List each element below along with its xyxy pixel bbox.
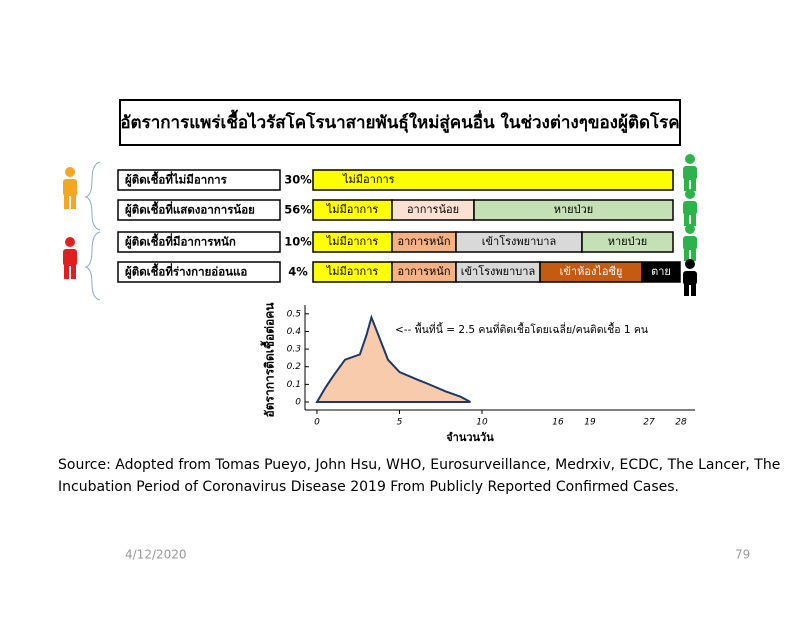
person-icon [683,189,697,226]
bracket [84,231,101,301]
stage-label: ไม่มีอาการ [326,265,379,278]
stage-label: เข้าห้องไอซียู [560,265,623,278]
x-tick-label: 0 [314,418,320,428]
stage-bar [641,261,681,283]
row-percent: 10% [284,235,312,249]
y-tick-label: 0 [295,398,301,408]
page-number: 79 [735,548,750,562]
y-tick-label: 0.1 [287,380,301,390]
stage-label: อาการหนัก [398,235,451,248]
stage-bar [581,231,674,253]
row-percent: 56% [284,203,312,217]
stage-label: หายป่วย [608,235,647,248]
stage-label: ไม่มีอาการ [326,203,379,216]
source-line: Incubation Period of Coronavirus Disease… [58,479,679,495]
stage-label: ตาย [651,265,671,278]
y-axis-title: อัตราการติดเชื้อต่อคน [260,302,277,418]
person-icon [683,259,697,296]
stage-label: อาการหนัก [398,265,451,278]
stage-label: อาการน้อย [407,203,459,216]
source-line: Source: Adopted from Tomas Pueyo, John H… [58,457,780,473]
person-icon [63,237,77,279]
x-tick-label: 19 [584,418,596,428]
annotation: <-- พื้นที่นี้ = 2.5 คนที่ติดเชื้อโดยเฉล… [395,322,648,336]
y-tick-label: 0.3 [287,345,302,355]
row-percent: 30% [284,173,312,187]
row-label: ผู้ติดเชื้อที่มีอาการหนัก [125,233,236,250]
row-label-box [117,199,281,221]
row-label-box [117,261,281,283]
footer-date: 4/12/2020 [125,548,187,562]
row-label-box [117,231,281,253]
x-axis-title: จำนวนวัน [446,431,494,444]
x-tick-label: 10 [476,418,488,428]
area [315,314,471,403]
row-percent: 4% [288,265,308,279]
stage-label: หายป่วย [554,203,593,216]
stage-bar [473,199,674,221]
row-label: ผู้ติดเชื้อที่แสดงอาการน้อย [125,201,255,218]
y-tick-label: 0.5 [287,309,302,319]
x-tick-label: 16 [552,418,564,428]
person-icon [683,154,697,191]
person-icon [683,224,697,261]
stage-bar [312,169,674,191]
stage-label: เข้าโรงพยาบาล [482,234,556,248]
row-label: ผู้ติดเชื้อที่ไม่มีอาการ [125,171,228,188]
y-tick-label: 0.2 [287,362,302,372]
x-tick-label: 5 [397,418,403,428]
person-icon [63,167,77,209]
x-tick-label: 28 [675,418,687,428]
row-label: ผู้ติดเชื้อที่ร่างกายอ่อนแอ [125,263,247,280]
row-label-box [117,169,281,191]
stage-label: ไม่มีอาการ [342,173,395,186]
bracket [84,161,101,231]
y-tick-label: 0.4 [287,327,302,337]
stage-label: เข้าโรงพยาบาล [461,264,535,278]
stage-label: ไม่มีอาการ [326,235,379,248]
x-tick-label: 27 [643,418,655,428]
title-box [119,99,681,146]
title: อัตราการแพร่เชื้อไวรัสโคโรนาสายพันธุ์ใหม… [120,109,679,134]
